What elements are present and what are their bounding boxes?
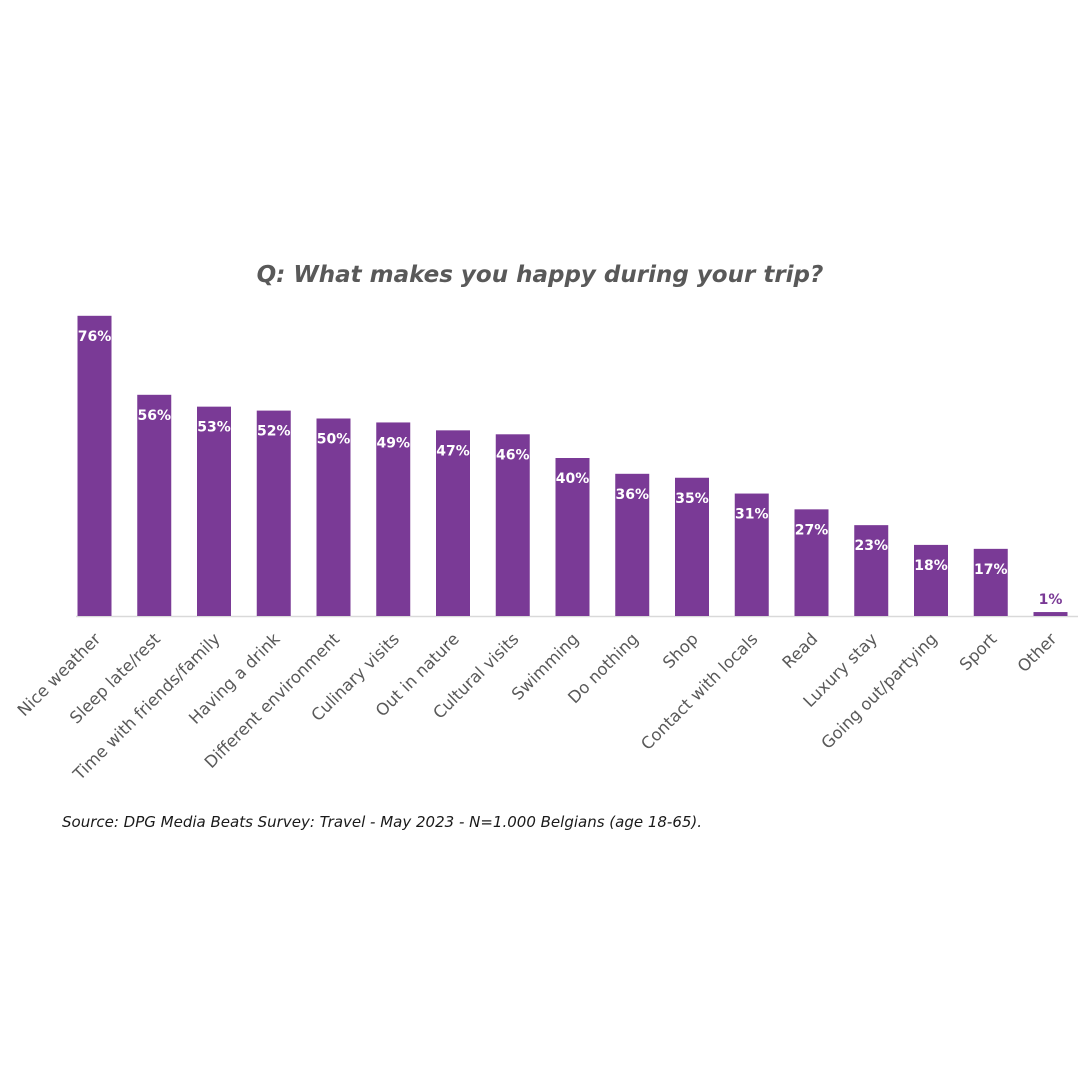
category-label: Shop <box>659 629 702 672</box>
bar-value-label: 47% <box>436 443 470 459</box>
bar <box>615 473 650 616</box>
bar <box>137 394 172 616</box>
bar <box>256 410 291 616</box>
bar <box>77 315 112 616</box>
bar <box>794 509 829 616</box>
bar-value-label: 18% <box>914 558 948 574</box>
category-label: Sport <box>956 629 1001 674</box>
bar-value-label: 49% <box>376 435 410 451</box>
bar <box>675 477 709 616</box>
category-label: Contact with locals <box>637 629 761 753</box>
bar-value-label: 40% <box>556 471 590 487</box>
bar <box>1033 612 1068 616</box>
bar <box>495 434 530 616</box>
category-label: Read <box>779 629 822 672</box>
bar-value-label: 27% <box>795 522 829 538</box>
bar <box>197 406 231 616</box>
bar-value-label: 76% <box>78 329 112 345</box>
bar <box>914 544 948 616</box>
bar-value-label: 23% <box>854 538 888 554</box>
bar-value-label: 36% <box>615 487 649 503</box>
bar-value-label: 17% <box>974 562 1008 578</box>
bar-value-label: 35% <box>675 491 709 507</box>
bar <box>734 493 769 616</box>
bar-value-label: 53% <box>197 420 231 436</box>
bar-value-label: 50% <box>317 432 351 448</box>
bar <box>436 430 470 616</box>
bar-value-label: 31% <box>735 507 769 523</box>
source-note: Source: DPG Media Beats Survey: Travel -… <box>62 813 703 831</box>
bar <box>973 548 1008 616</box>
category-label: Other <box>1014 629 1061 676</box>
bar-value-label: 1% <box>1039 592 1063 608</box>
bar-value-label: 56% <box>137 408 171 424</box>
bar <box>376 422 411 616</box>
bar <box>555 458 590 616</box>
category-label: Going out/partying <box>818 629 941 752</box>
bar-value-label: 52% <box>257 424 291 440</box>
bar <box>316 418 351 616</box>
bar <box>854 525 889 616</box>
bar-value-label: 46% <box>496 447 530 463</box>
chart-title: Q: What makes you happy during your trip… <box>256 262 824 288</box>
